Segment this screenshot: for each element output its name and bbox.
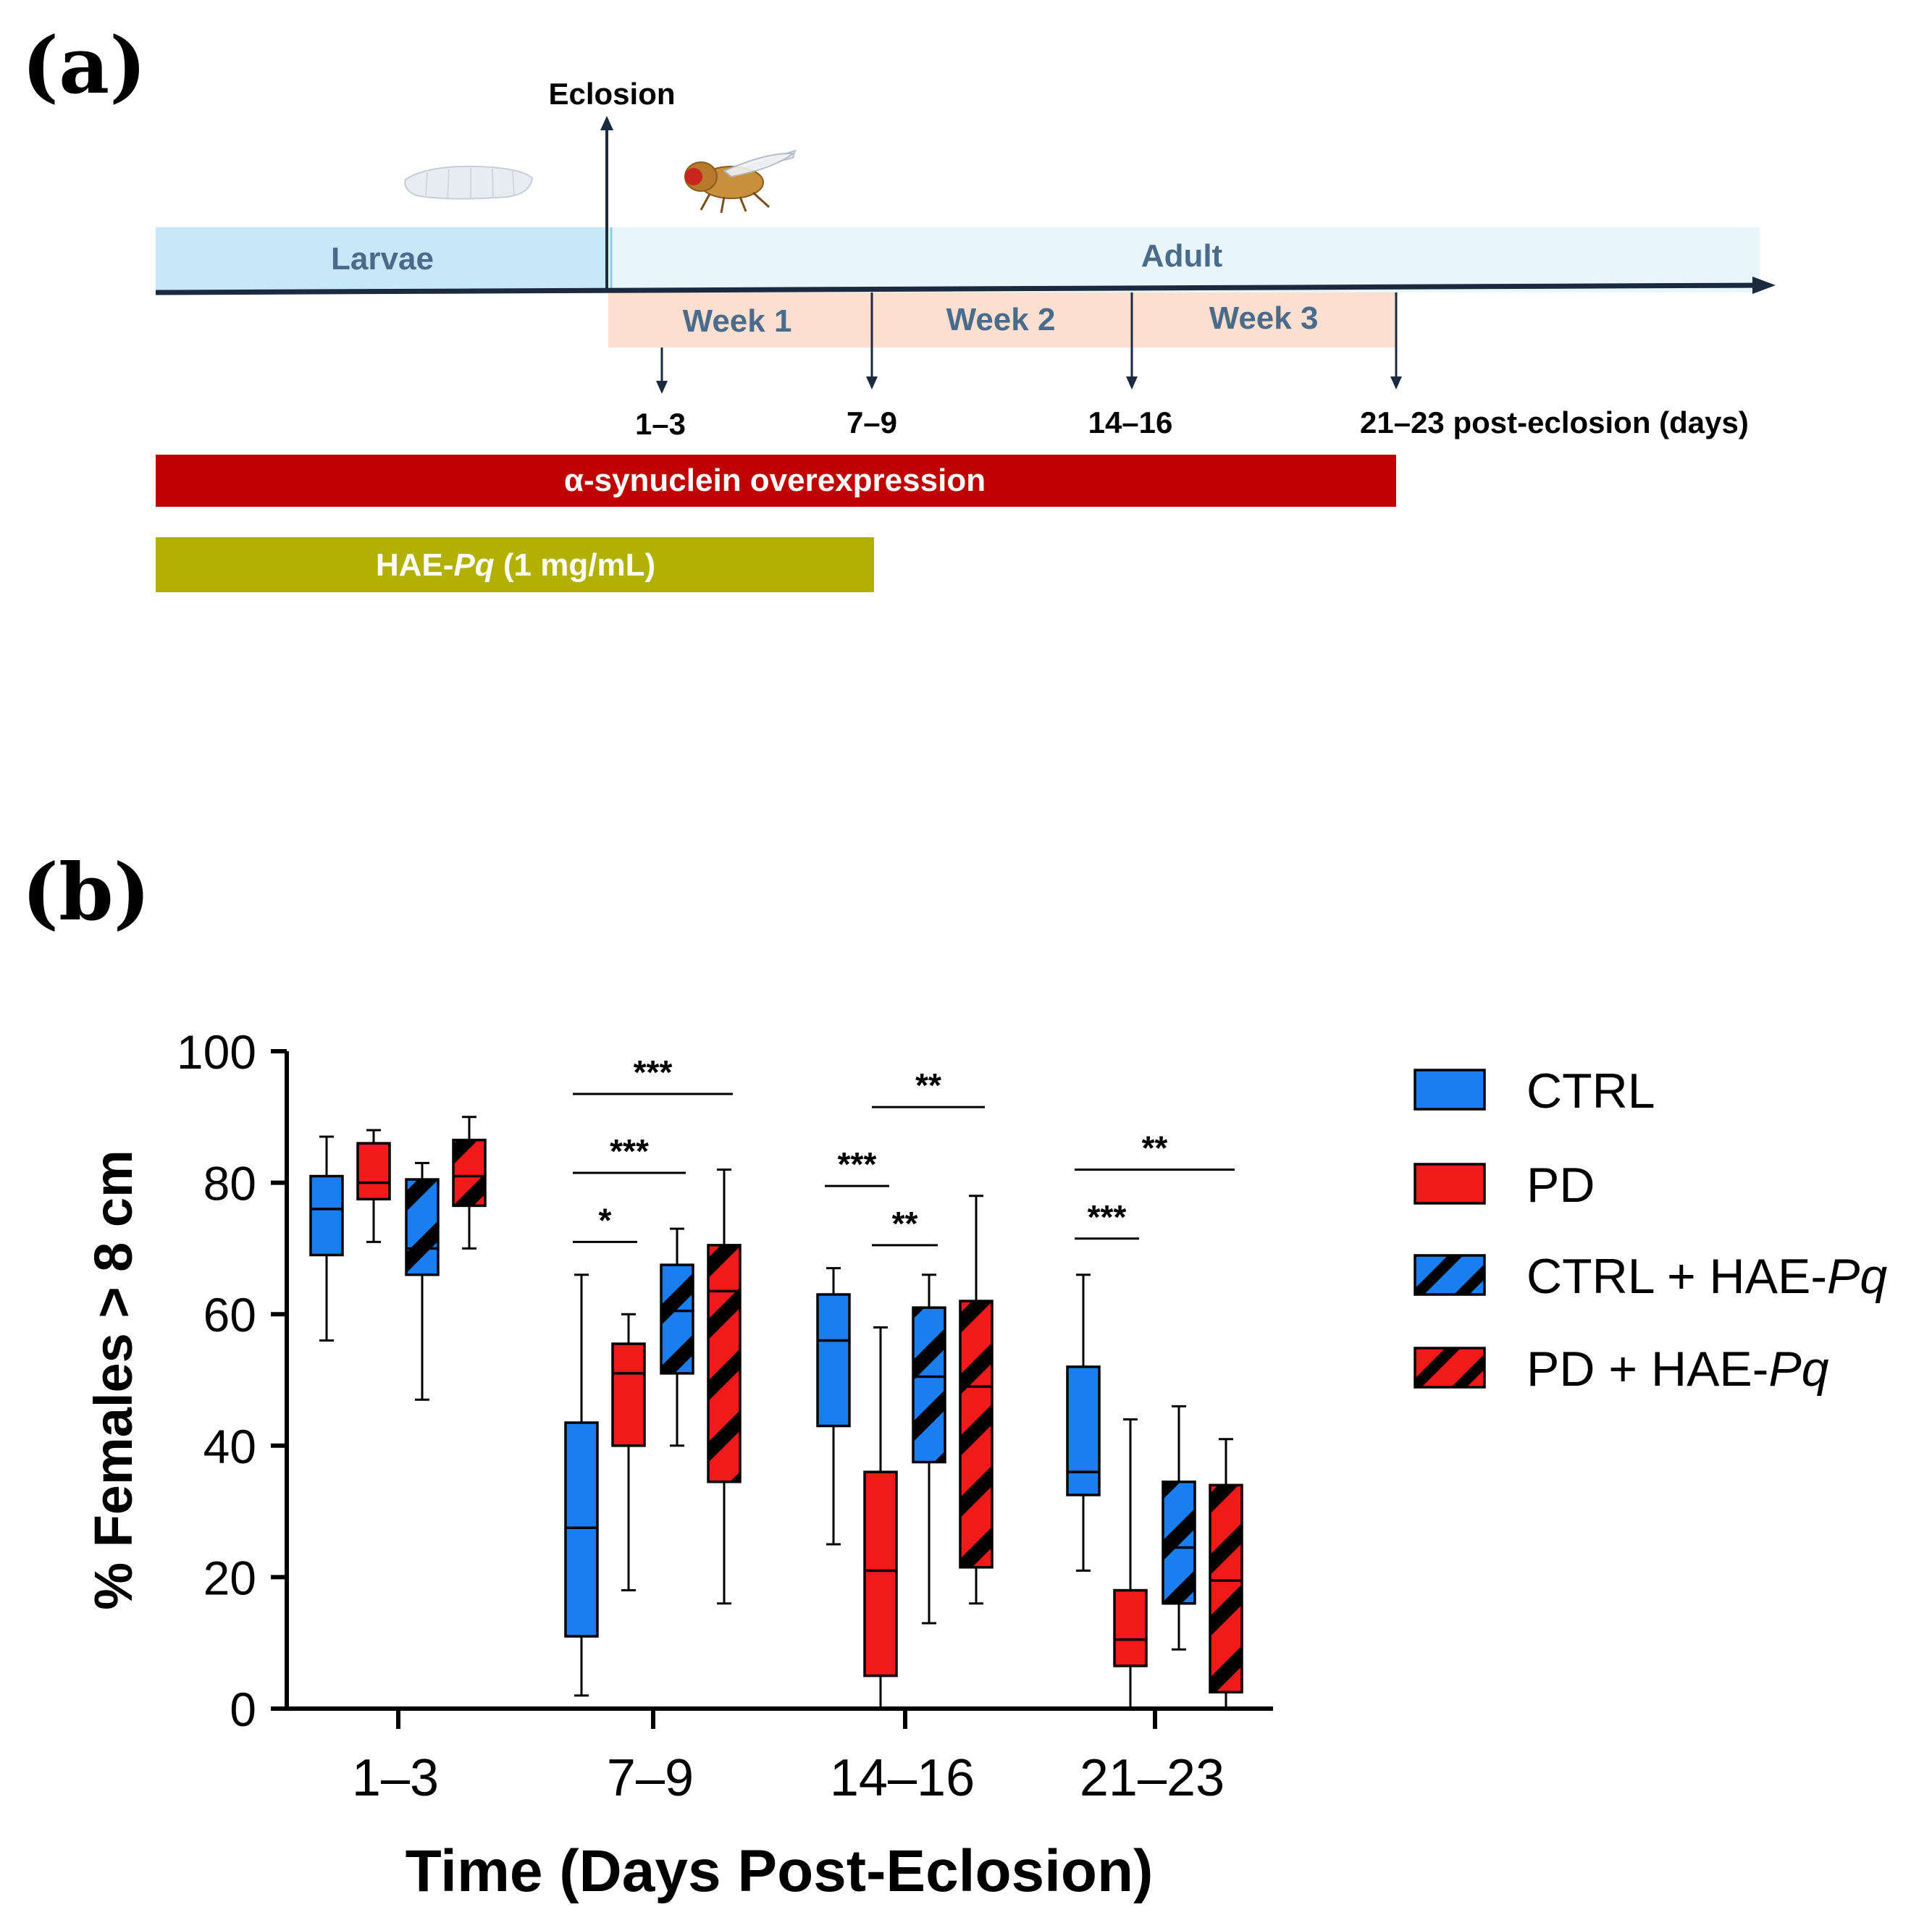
week-3-label: Week 3 <box>1209 300 1319 336</box>
significance-brackets: ******************* <box>573 1053 1235 1247</box>
legend-swatch <box>1414 1347 1486 1389</box>
legend-swatch <box>1414 1069 1486 1111</box>
box-ctrl-hae-pq-0 <box>405 1161 440 1401</box>
box-ctrl-hae-pq-1 <box>660 1227 694 1447</box>
box-body <box>1209 1483 1243 1694</box>
eclosion-arrowhead <box>600 116 613 130</box>
significance-label: ** <box>892 1205 918 1242</box>
y-tick-label: 80 <box>203 1157 256 1211</box>
legend-swatch <box>1414 1163 1486 1205</box>
x-axis-ticks: 1–3 7–9 14–16 21–23 <box>352 1709 1225 1807</box>
timepoint-2-label: 7–9 <box>847 405 897 439</box>
box-body <box>707 1244 742 1483</box>
larva-illustration <box>404 165 534 200</box>
box-ctrl-hae-pq-3 <box>1162 1405 1196 1651</box>
box-body <box>912 1306 946 1464</box>
significance-label: ** <box>915 1066 941 1104</box>
box-pd-2 <box>863 1326 898 1710</box>
week-2-label: Week 2 <box>946 302 1056 337</box>
y-tick-label: 40 <box>203 1420 256 1473</box>
larvae-band <box>156 227 608 292</box>
week-1-label: Week 1 <box>683 303 792 339</box>
significance-label: * <box>599 1201 612 1239</box>
box-body <box>1113 1588 1148 1667</box>
box-pd-hae-pq-1 <box>707 1168 742 1605</box>
box-pd-0 <box>356 1129 391 1243</box>
box-body <box>660 1263 694 1375</box>
boxes <box>309 1116 1243 1710</box>
timeline-axis <box>155 282 1760 295</box>
box-body <box>356 1142 391 1201</box>
hae-label: HAE-Pq (1 mg/mL) <box>376 547 655 583</box>
y-axis-title: % Females > 8 cm <box>83 1150 143 1610</box>
timepoint-3-label: 14–16 <box>1088 405 1173 439</box>
box-body <box>309 1174 344 1257</box>
box-body <box>816 1293 851 1428</box>
box-pd-1 <box>611 1313 646 1592</box>
box-pd-3 <box>1113 1418 1148 1710</box>
legend-label: PD + HAE-Pq <box>1526 1342 1829 1397</box>
timeline-arrowhead <box>1752 277 1776 294</box>
week-band <box>608 292 1396 348</box>
timepoint-4-label: 21–23 post-eclosion (days) <box>1360 405 1749 439</box>
box-body <box>863 1470 898 1677</box>
legend: CTRL PD CTRL + HAE-Pq PD + HAE-Pq <box>1414 1064 1887 1397</box>
box-body <box>1162 1480 1196 1605</box>
box-ctrl-2 <box>816 1267 851 1546</box>
legend-label: PD <box>1526 1158 1595 1213</box>
y-tick-label: 100 <box>177 1025 256 1079</box>
timepoint-arrows <box>656 292 1402 394</box>
box-body <box>564 1421 599 1638</box>
box-body <box>1066 1365 1101 1496</box>
x-tick-label: 7–9 <box>607 1749 694 1807</box>
larvae-label: Larvae <box>331 241 434 277</box>
hae-bar <box>156 537 874 592</box>
box-body <box>611 1342 646 1447</box>
legend-item: PD + HAE-Pq <box>1414 1342 1829 1397</box>
fly-illustration <box>684 149 797 214</box>
y-tick-label: 20 <box>203 1551 256 1604</box>
x-tick-label: 1–3 <box>352 1749 439 1807</box>
timepoint-1-label: 1–3 <box>635 407 686 441</box>
box-ctrl-3 <box>1066 1274 1101 1572</box>
legend-swatch <box>1414 1254 1486 1296</box>
box-body <box>959 1300 994 1569</box>
box-ctrl-1 <box>564 1274 599 1697</box>
significance-label: *** <box>1088 1198 1127 1236</box>
panel-b-label: (b) <box>22 847 151 938</box>
legend-item: CTRL <box>1414 1064 1655 1119</box>
eclosion-label: Eclosion <box>548 77 675 111</box>
box-ctrl-hae-pq-2 <box>912 1274 946 1625</box>
legend-label: CTRL <box>1526 1064 1655 1119</box>
legend-item: CTRL + HAE-Pq <box>1414 1249 1887 1304</box>
legend-label: CTRL + HAE-Pq <box>1526 1249 1887 1304</box>
box-pd-hae-pq-3 <box>1209 1438 1243 1710</box>
adult-band <box>608 227 1760 292</box>
box-ctrl-0 <box>309 1135 344 1342</box>
x-axis-title: Time (Days Post-Eclosion) <box>406 1838 1154 1904</box>
panel-a-label: (a) <box>22 20 146 111</box>
synuclein-bar <box>156 455 1396 507</box>
box-body <box>452 1138 487 1208</box>
significance-label: *** <box>610 1132 649 1170</box>
box-body <box>405 1178 440 1276</box>
box-pd-hae-pq-0 <box>452 1116 487 1250</box>
panel-a: (a) Larvae Adult <box>22 20 1776 592</box>
significance-label: *** <box>838 1145 877 1183</box>
significance-label: *** <box>634 1053 673 1091</box>
x-tick-label: 21–23 <box>1080 1749 1225 1807</box>
adult-label: Adult <box>1141 238 1223 274</box>
y-tick-label: 0 <box>230 1683 256 1736</box>
significance-label: ** <box>1142 1129 1168 1166</box>
y-tick-label: 60 <box>203 1288 256 1342</box>
y-axis-ticks: 0 20 40 60 80 100 <box>177 1025 287 1736</box>
x-tick-label: 14–16 <box>830 1749 975 1807</box>
synuclein-label: α-synuclein overexpression <box>564 463 986 498</box>
box-pd-hae-pq-2 <box>959 1195 994 1605</box>
legend-item: PD <box>1414 1158 1595 1213</box>
